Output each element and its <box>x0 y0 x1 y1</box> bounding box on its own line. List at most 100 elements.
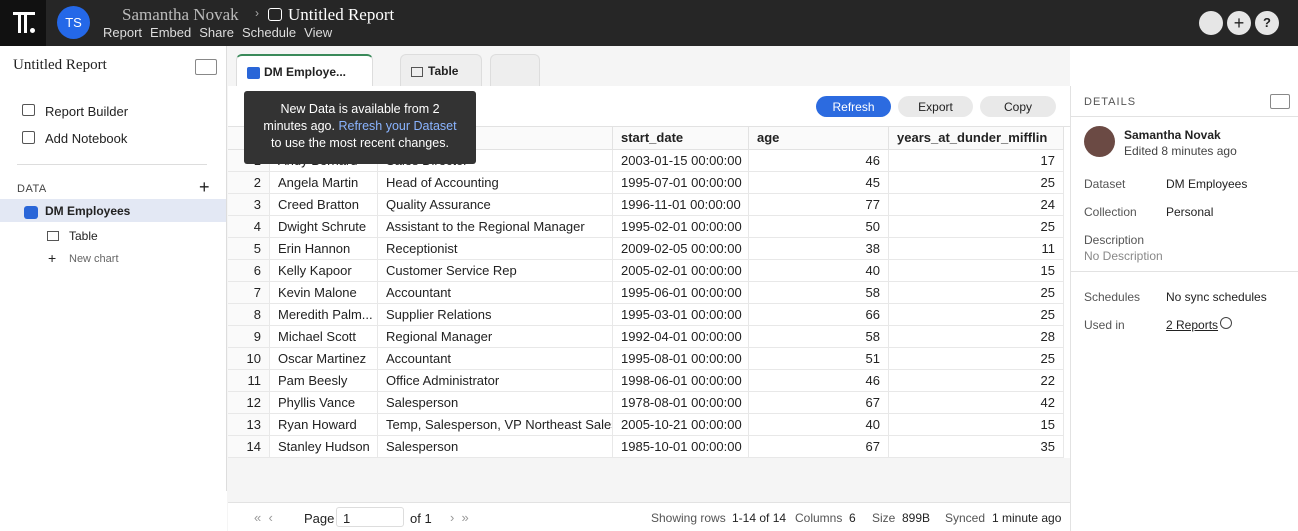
footer-value: 899B <box>902 511 931 525</box>
child-item[interactable]: Table <box>69 229 98 243</box>
used-in-link[interactable]: 2 Reports <box>1166 318 1219 332</box>
refresh-button[interactable]: Refresh <box>816 96 891 117</box>
table-cell: 1995-02-01 00:00:00 <box>613 216 749 238</box>
table-cell: 1985-10-01 00:00:00 <box>613 436 749 458</box>
details-heading: DETAILS <box>1084 96 1137 108</box>
table-cell: Accountant <box>378 282 613 304</box>
table-cell: 25 <box>889 282 1064 304</box>
divider <box>1071 271 1298 272</box>
row-index: 4 <box>228 216 270 238</box>
search-button[interactable] <box>1199 11 1223 35</box>
table-cell: 38 <box>749 238 889 260</box>
table-cell: 45 <box>749 172 889 194</box>
column-header[interactable]: age <box>749 127 889 150</box>
logo[interactable] <box>0 0 46 46</box>
new-tab[interactable] <box>490 54 540 86</box>
menu-item[interactable]: Schedule <box>241 25 297 40</box>
table-cell: Phyllis Vance <box>270 392 378 414</box>
field-label: Schedules <box>1084 290 1141 304</box>
table-cell: 67 <box>749 436 889 458</box>
divider <box>17 164 207 165</box>
menu-item[interactable]: Share <box>199 25 234 40</box>
report-title[interactable]: Untitled Report <box>288 5 395 24</box>
table-cell: 1995-07-01 00:00:00 <box>613 172 749 194</box>
table-cell: Ryan Howard <box>270 414 378 436</box>
table-cell: Office Administrator <box>378 370 613 392</box>
sidebar: Untitled Report Report Builder Add Noteb… <box>0 46 227 491</box>
icon <box>47 231 59 241</box>
dataset-name[interactable]: DM Employees <box>45 204 131 218</box>
row-index: 12 <box>228 392 270 414</box>
field-value: Personal <box>1166 205 1214 219</box>
table-cell: 1995-03-01 00:00:00 <box>613 304 749 326</box>
dataset-icon <box>24 206 38 219</box>
footer-label: Showing rows <box>651 511 726 525</box>
nav-item[interactable]: Add Notebook <box>45 131 128 146</box>
table-cell: 1995-06-01 00:00:00 <box>613 282 749 304</box>
table-cell: 11 <box>889 238 1064 260</box>
user-name[interactable]: Samantha Novak <box>122 5 239 24</box>
field-label: Description <box>1084 233 1145 247</box>
table-cell: 15 <box>889 260 1064 282</box>
table-cell: 40 <box>749 260 889 282</box>
tab[interactable]: Table <box>400 54 482 86</box>
add-button[interactable]: + <box>1227 11 1251 35</box>
top-bar: TS Samantha Novak › Untitled Report Repo… <box>0 0 1298 46</box>
pager-nav[interactable]: › » <box>450 510 469 525</box>
avatar[interactable]: TS <box>57 6 90 39</box>
column-header[interactable]: years_at_dunder_mifflin <box>889 127 1064 150</box>
add-data[interactable]: + <box>199 177 210 197</box>
menu: Report Embed Share Schedule View <box>103 25 340 40</box>
footer-label: Columns <box>795 511 843 525</box>
table-cell: 25 <box>889 348 1064 370</box>
table-cell: 1998-06-01 00:00:00 <box>613 370 749 392</box>
child-item[interactable]: New chart <box>69 253 119 265</box>
footer-label: of 1 <box>410 511 432 526</box>
tooltip-link[interactable]: Refresh your Dataset <box>338 119 457 133</box>
table-cell: Salesperson <box>378 436 613 458</box>
table-cell: 1992-04-01 00:00:00 <box>613 326 749 348</box>
row-index: 8 <box>228 304 270 326</box>
table-cell: Head of Accounting <box>378 172 613 194</box>
copy-button[interactable]: Copy <box>980 96 1056 117</box>
column-header[interactable]: start_date <box>613 127 749 150</box>
table-cell: Customer Service Rep <box>378 260 613 282</box>
table-cell: Oscar Martinez <box>270 348 378 370</box>
menu-item[interactable]: View <box>304 25 333 40</box>
table-cell: 1995-08-01 00:00:00 <box>613 348 749 370</box>
dataset-row[interactable] <box>0 199 226 222</box>
row-index: 14 <box>228 436 270 458</box>
pager-nav[interactable]: « ‹ <box>254 510 273 525</box>
nav-item[interactable]: Report Builder <box>45 104 129 119</box>
tooltip: New Data is available from 2 minutes ago… <box>244 91 476 164</box>
footer-label: Page <box>304 511 335 526</box>
menu-item[interactable]: Embed <box>150 25 192 40</box>
table-cell: 67 <box>749 392 889 414</box>
page-input[interactable]: 1 <box>336 507 404 527</box>
table-cell: 24 <box>889 194 1064 216</box>
table-cell: 2003-01-15 00:00:00 <box>613 150 749 172</box>
table-cell: 51 <box>749 348 889 370</box>
tab[interactable]: DM Employe... <box>236 54 373 86</box>
row-index: 3 <box>228 194 270 216</box>
collapse-button[interactable] <box>1270 94 1290 109</box>
field-value: No sync schedules <box>1166 290 1267 304</box>
section-label: DATA <box>17 183 47 195</box>
menu-item[interactable]: Report <box>103 25 143 40</box>
row-index: 5 <box>228 238 270 260</box>
collapse-button[interactable] <box>195 59 217 75</box>
tooltip-text: New Data is available from 2 minutes ago… <box>263 102 440 133</box>
table-cell: 17 <box>889 150 1064 172</box>
info-icon <box>1220 317 1232 329</box>
export-button[interactable]: Export <box>898 96 973 117</box>
table-cell: 50 <box>749 216 889 238</box>
help-button[interactable]: ? <box>1255 11 1279 35</box>
sidebar-title: Untitled Report <box>13 57 107 73</box>
row-index: 10 <box>228 348 270 370</box>
footer-value: 1 minute ago <box>992 511 1062 525</box>
field-value: No Description <box>1084 249 1163 263</box>
table-cell: Temp, Salesperson, VP Northeast Sales <box>378 414 613 436</box>
table: start_dateageyears_at_dunder_mifflin1And… <box>228 127 1070 458</box>
row-index: 11 <box>228 370 270 392</box>
